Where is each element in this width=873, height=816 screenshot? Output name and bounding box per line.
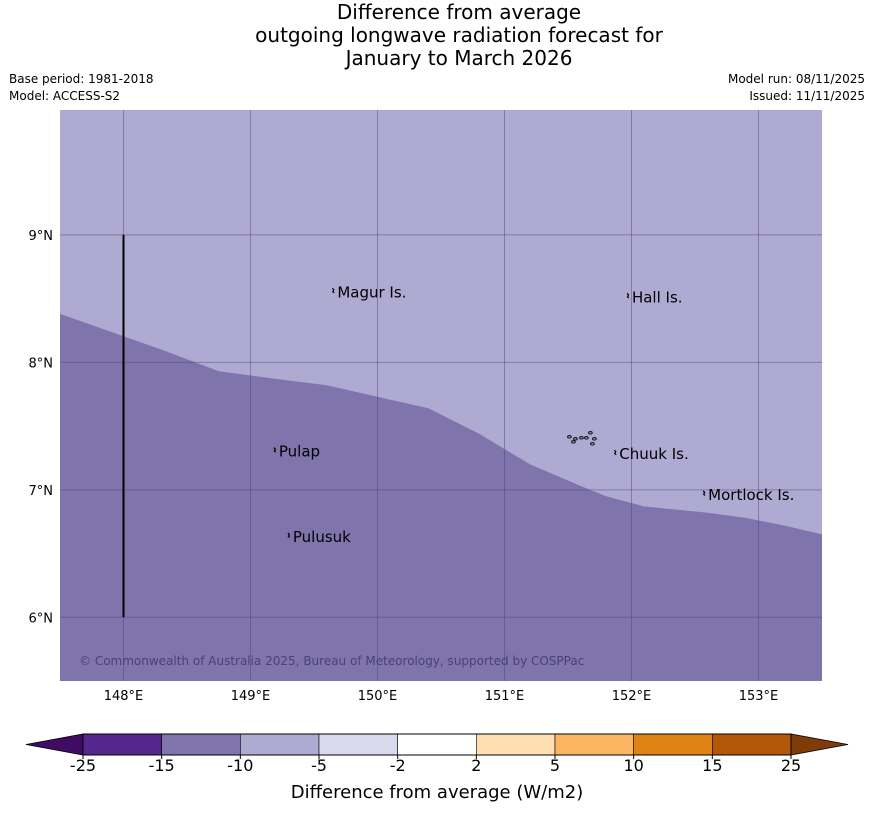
colorbar-tick-label: 25 — [781, 756, 801, 775]
island-outline — [573, 437, 578, 441]
colorbar-tick-label: 15 — [702, 756, 722, 775]
colorbar-tick-label: -5 — [311, 756, 327, 775]
base-period-text: Base period: 1981-2018 — [9, 72, 154, 86]
colorbar-tick-label: -15 — [149, 756, 175, 775]
island-outline — [590, 442, 595, 446]
issued-text: Issued: 11/11/2025 — [749, 89, 865, 103]
lon-tick-label: 152°E — [612, 689, 652, 704]
island-outline — [613, 449, 617, 456]
lon-tick-label: 150°E — [358, 689, 398, 704]
lat-tick-label: 7°N — [29, 484, 54, 499]
lat-tick-label: 9°N — [29, 229, 54, 244]
model-text: Model: ACCESS-S2 — [9, 89, 121, 103]
island-outline — [588, 431, 593, 435]
colorbar-frame — [82, 733, 792, 756]
place-label: Hall Is. — [632, 288, 683, 306]
place-label: Mortlock Is. — [708, 486, 794, 504]
island-outline — [567, 435, 572, 439]
map-data-layer: Magur Is. Hall Is. Pulap Chuuk Is. Mortlock … — [60, 110, 822, 681]
island-outline — [702, 490, 706, 496]
colorbar-over-arrow — [790, 733, 849, 756]
island-outline — [584, 436, 589, 440]
island-outline — [571, 440, 576, 444]
lon-tick-label: 148°E — [104, 689, 144, 704]
place-label: Pulusuk — [293, 528, 351, 546]
region-minus15-to-minus10 — [60, 313, 822, 681]
colorbar-segment — [240, 733, 320, 756]
island-outline — [287, 532, 291, 538]
colorbar-tick-label: 2 — [471, 756, 481, 775]
colorbar-label: Difference from average (W/m2) — [291, 782, 583, 803]
place-label: Pulap — [279, 443, 320, 461]
colorbar-segment — [161, 733, 241, 756]
map-panel: Magur Is. Hall Is. Pulap Chuuk Is. Mortlock … — [29, 110, 822, 704]
colorbar-segment — [82, 733, 162, 756]
island-outline — [592, 437, 597, 441]
colorbar-segment — [633, 733, 713, 756]
map-title: Difference from average outgoing longwav… — [0, 0, 873, 70]
colorbar-segment — [476, 733, 556, 756]
meta-left: Base period: 1981-2018 Model: ACCESS-S2 — [9, 71, 154, 105]
colorbar-segment — [712, 733, 792, 756]
place-label: Magur Is. — [337, 283, 406, 301]
meta-right: Model run: 08/11/2025 Issued: 11/11/2025 — [728, 71, 865, 105]
colorbar-under-arrow — [25, 733, 84, 756]
title-line-1: Difference from average — [336, 0, 582, 24]
lon-tick-label: 153°E — [739, 689, 779, 704]
colorbar-segment — [554, 733, 634, 756]
island-outline — [331, 287, 335, 294]
lon-tick-label: 151°E — [485, 689, 525, 704]
colorbar-tick-label: -2 — [390, 756, 406, 775]
lon-tick-label: 149°E — [231, 689, 271, 704]
title-line-3: January to March 2026 — [345, 46, 573, 70]
colorbar-tick-label: -10 — [227, 756, 253, 775]
lat-tick-label: 6°N — [29, 611, 54, 626]
colorbar-tick-label: -25 — [70, 756, 96, 775]
lat-tick-label: 8°N — [29, 356, 54, 371]
copyright-text: © Commonwealth of Australia 2025, Bureau… — [79, 654, 584, 668]
island-outline — [579, 436, 584, 440]
colorbar-tick-label: 10 — [623, 756, 643, 775]
colorbar-tick-label: 5 — [550, 756, 560, 775]
place-label: Chuuk Is. — [619, 445, 688, 463]
island-outline — [626, 292, 630, 299]
island-outline — [273, 447, 277, 453]
colorbar-segment — [318, 733, 398, 756]
model-run-text: Model run: 08/11/2025 — [727, 72, 865, 86]
title-line-2: outgoing longwave radiation forecast for — [255, 23, 663, 47]
colorbar-segment — [397, 733, 477, 756]
